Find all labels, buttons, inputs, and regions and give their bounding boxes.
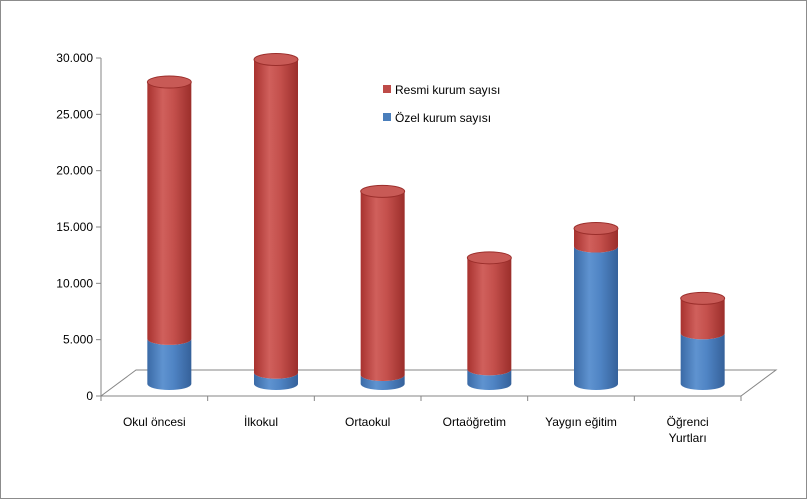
y-tick-label: 20.000 [56,164,93,178]
legend-swatch [383,85,391,93]
bar-resmi [574,228,618,253]
legend-label: Özel kurum sayısı [395,111,491,125]
bar-resmi [360,191,405,381]
bar-top-cap [253,53,299,67]
y-tick-label: 5.000 [63,333,93,347]
y-tick-label: 30.000 [56,51,93,65]
bar-resmi [147,82,192,345]
bar-top-cap [466,251,512,265]
bar-ozel [147,338,192,390]
legend-swatch [383,113,391,121]
x-category-label: Yaygın eğitim [545,415,617,429]
bar-resmi [254,59,298,379]
bar-top-cap [360,184,406,198]
bar-resmi [467,257,512,376]
legend-label: Resmi kurum sayısı [395,83,500,97]
x-category-label: Okul öncesi [123,415,186,429]
y-tick-label: 0 [86,389,93,403]
bar-ozel [254,372,298,390]
bar-resmi [680,298,725,340]
x-category-label: Ortaöğretim [443,415,506,429]
bar-ozel [680,333,725,390]
bar-top-cap [146,75,192,89]
bar-top-cap [680,291,726,305]
y-tick-label: 10.000 [56,276,93,290]
x-category-label: Yurtları [669,431,707,445]
chart-floor [99,369,778,397]
x-category-label: Ortaokul [345,415,390,429]
bar-top-cap [573,222,619,236]
x-category-label: İlkokul [244,415,278,429]
bar-ozel [574,246,618,390]
bar-ozel [467,369,512,390]
y-tick-label: 25.000 [56,107,93,121]
x-category-label: Öğrenci [667,415,709,429]
y-tick-label: 15.000 [56,220,93,234]
bar-ozel [360,374,405,390]
